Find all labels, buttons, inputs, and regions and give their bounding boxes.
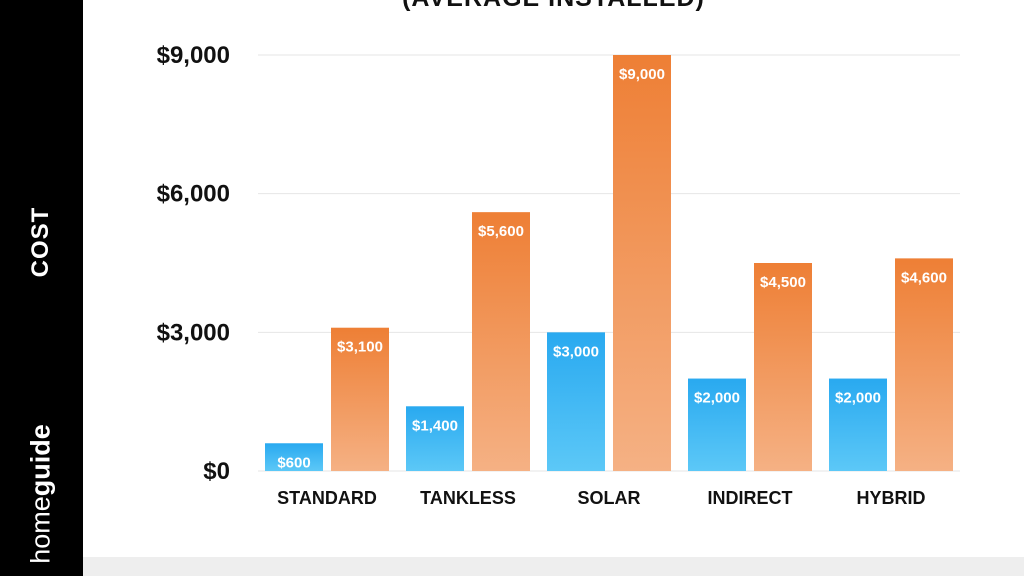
- data-label: $2,000: [835, 390, 881, 407]
- bar-standard-series-1: [331, 327, 389, 471]
- data-label: $2,000: [694, 390, 740, 407]
- bar-tankless-series-0: [406, 406, 464, 471]
- bar-indirect-series-1: [754, 263, 812, 471]
- bar-standard-series-0: [265, 443, 323, 471]
- footer-band: [83, 557, 1024, 576]
- category-label-hybrid: HYBRID: [856, 488, 925, 508]
- category-label-standard: STANDARD: [277, 488, 377, 508]
- data-label: $4,500: [760, 274, 806, 291]
- bar-hybrid-series-1: [895, 258, 953, 471]
- y-tick-label: $9,000: [157, 42, 230, 69]
- x-axis-categories: STANDARD TANKLESS SOLAR INDIRECT HYBRID: [277, 488, 925, 508]
- bar-indirect-series-0: [688, 378, 746, 471]
- bar-hybrid-series-0: [829, 378, 887, 471]
- y-tick-label: $0: [203, 458, 230, 485]
- chart-title: (AVERAGE INSTALLED): [83, 0, 1024, 13]
- data-label: $1,400: [412, 417, 458, 434]
- data-label: $3,100: [337, 339, 383, 356]
- category-label-solar: SOLAR: [578, 488, 641, 508]
- category-label-indirect: INDIRECT: [708, 488, 793, 508]
- data-label: $3,000: [553, 343, 599, 360]
- bars: [265, 55, 953, 471]
- category-label-tankless: TANKLESS: [420, 488, 516, 508]
- data-label: $9,000: [619, 66, 665, 83]
- data-label: $5,600: [478, 223, 524, 240]
- sidebar: COST homeguide: [0, 0, 83, 576]
- bar-tankless-series-1: [472, 212, 530, 471]
- y-tick-label: $3,000: [157, 319, 230, 346]
- y-axis-ticks: $0 $3,000 $6,000 $9,000: [157, 42, 230, 485]
- data-label: $4,600: [901, 269, 947, 286]
- data-labels: $600 $3,100 $1,400 $5,600 $3,000 $9,000 $2,000…: [277, 66, 947, 471]
- y-tick-label: $6,000: [157, 181, 230, 208]
- bar-solar-series-1: [613, 55, 671, 471]
- data-label: $600: [277, 454, 310, 471]
- bar-solar-series-0: [547, 332, 605, 471]
